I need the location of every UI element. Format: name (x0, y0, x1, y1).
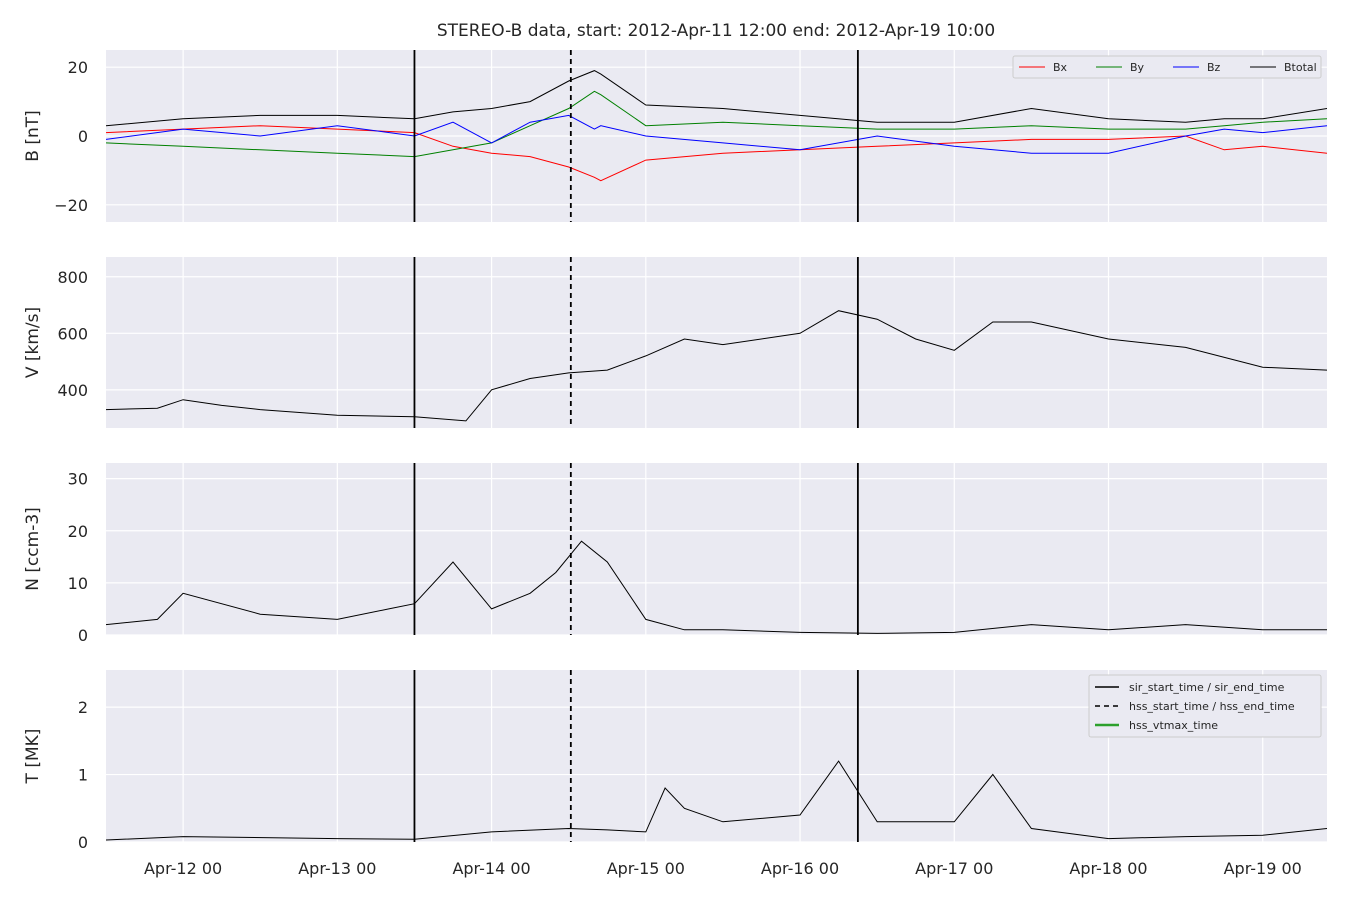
panel-T: 0 1 2 Apr-12 00 Apr-13 00 Apr-14 00 Apr-15 00 A… (23, 670, 1327, 878)
y-tick-label: 2 (78, 698, 88, 717)
panel-B: −20 0 20 B [nT] Bx By Bz Btotal (23, 50, 1327, 222)
y-tick-label: 400 (57, 381, 88, 400)
legend-box (1012, 55, 1322, 79)
y-axis-label: B [nT] (23, 110, 43, 162)
chart-title: STEREO-B data, start: 2012-Apr-11 12:00 … (437, 21, 995, 41)
y-tick-label: 0 (78, 626, 88, 645)
x-tick-label: Apr-16 00 (761, 859, 839, 878)
series-v-line (106, 310, 1327, 422)
y-tick-label: 10 (68, 574, 88, 593)
y-tick-label: 0 (78, 833, 88, 852)
series-btotal-line (106, 70, 1327, 127)
y-tick-label: 0 (78, 127, 88, 146)
series-n-line (106, 540, 1327, 634)
legend-label: Bz (1207, 61, 1221, 74)
legend-B: Bx By Bz Btotal (1012, 55, 1322, 79)
y-axis-label: V [km/s] (23, 307, 43, 378)
x-tick-label: Apr-15 00 (607, 859, 685, 878)
legend-label: Btotal (1284, 61, 1317, 74)
y-tick-label: 20 (68, 522, 88, 541)
y-axis-label: N [ccm-3] (23, 507, 43, 591)
series-t-line (106, 760, 1327, 841)
y-tick-label: 1 (78, 766, 88, 785)
y-tick-label: −20 (54, 196, 88, 215)
panel-V-background (106, 257, 1327, 428)
panel-N-background (106, 463, 1327, 635)
y-tick-label: 800 (57, 268, 88, 287)
x-tick-label: Apr-19 00 (1224, 859, 1302, 878)
legend-label: By (1130, 61, 1145, 74)
legend-label: sir_start_time / sir_end_time (1129, 681, 1285, 694)
y-tick-label: 600 (57, 324, 88, 343)
legend-box (1088, 674, 1322, 738)
legend-T: sir_start_time / sir_end_time hss_start_t… (1088, 674, 1322, 738)
x-tick-label: Apr-14 00 (452, 859, 530, 878)
x-tick-label: Apr-18 00 (1069, 859, 1147, 878)
legend-label: hss_vtmax_time (1129, 719, 1218, 732)
x-tick-label: Apr-12 00 (144, 859, 222, 878)
panel-N: 0 10 20 30 N [ccm-3] (23, 463, 1327, 645)
y-tick-label: 20 (68, 58, 88, 77)
series-bz-line (106, 114, 1327, 154)
y-axis-label: T [MK] (23, 729, 43, 785)
legend-label: hss_start_time / hss_end_time (1129, 700, 1295, 713)
panel-V: 400 600 800 V [km/s] (23, 257, 1327, 428)
x-tick-label: Apr-13 00 (298, 859, 376, 878)
series-by-line (106, 90, 1327, 158)
legend-label: Bx (1053, 61, 1068, 74)
y-tick-label: 30 (68, 470, 88, 489)
x-tick-label: Apr-17 00 (915, 859, 993, 878)
